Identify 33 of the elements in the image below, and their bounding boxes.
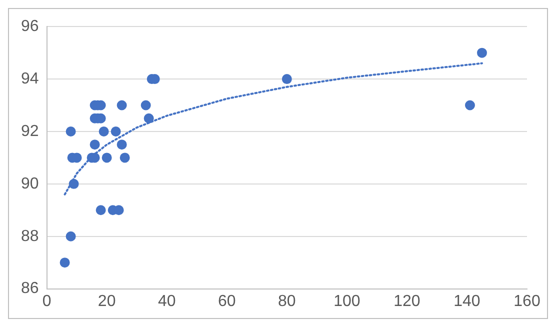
point (116, 140, 127, 150)
y-tick-label: 88 (21, 228, 39, 245)
x-tick-label: 100 (334, 292, 360, 310)
x-tick-label: 60 (218, 292, 236, 310)
y-tick-label: 96 (21, 18, 39, 36)
line-series (64, 62, 483, 196)
x-tick-label: 140 (454, 292, 480, 310)
point (66, 231, 76, 242)
point (66, 126, 76, 136)
point (464, 100, 475, 110)
x-tick-label: 80 (278, 292, 296, 310)
point (116, 100, 127, 110)
point (96, 205, 106, 216)
x-tick-label: 40 (158, 292, 176, 310)
y-tick-label: 92 (21, 122, 39, 140)
y-tick-label: 86 (21, 280, 39, 298)
point (120, 152, 130, 163)
x-tick-label: 0 (42, 292, 52, 310)
point (110, 126, 121, 136)
point (98, 126, 109, 136)
point (282, 74, 292, 84)
x-tick-label: 160 (514, 292, 540, 310)
point (476, 48, 487, 58)
point (102, 152, 112, 163)
y-tick-label: 94 (21, 70, 39, 88)
x-tick-label: 120 (394, 292, 420, 310)
x-tick-label: 20 (98, 292, 116, 310)
point (68, 178, 79, 189)
point (140, 100, 151, 110)
point (144, 113, 154, 124)
point (90, 140, 100, 150)
y-tick-label: 90 (21, 175, 39, 192)
point (60, 258, 70, 268)
